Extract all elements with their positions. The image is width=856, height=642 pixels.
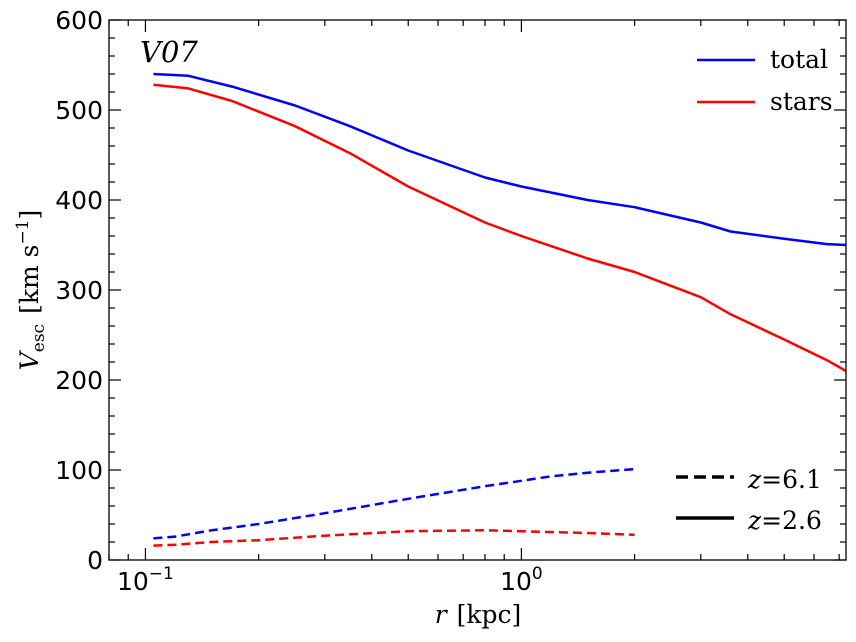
legend-z61-eq: =: [761, 465, 782, 494]
y-tick-label: 400: [55, 186, 103, 215]
y-axis-unit-exponent: −1: [13, 219, 33, 244]
legend-components: total stars: [697, 45, 833, 116]
series-stars-z26: [153, 83, 847, 373]
y-tick-label: 600: [55, 6, 103, 35]
y-axis-variable: V: [15, 349, 44, 370]
x-tick-labels: 10−1 100: [117, 564, 543, 596]
legend-z61-label: z=6.1: [747, 465, 822, 494]
legend-redshift: z=6.1 z=2.6: [676, 465, 822, 535]
series-stars-z61: [153, 529, 635, 547]
x-axis-unit: [kpc]: [457, 600, 522, 629]
y-axis-label: Vesc [km s−1]: [13, 210, 49, 371]
y-tick-labels: 0 100 200 300 400 500 600: [55, 6, 103, 575]
y-tick-label: 500: [55, 96, 103, 125]
legend-z26-label: z=2.6: [747, 506, 822, 535]
y-tick-label: 0: [87, 546, 103, 575]
y-axis-subscript: esc: [29, 324, 49, 352]
y-axis-unit: [km s: [15, 245, 44, 314]
legend-total-label: total: [770, 45, 828, 74]
x-tick-label: 10−1: [117, 564, 174, 596]
y-axis-unit-close: ]: [15, 210, 44, 220]
legend-stars-label: stars: [770, 87, 833, 116]
panel-label: V07: [140, 35, 198, 69]
y-tick-label: 200: [55, 366, 103, 395]
x-tick-label: 100: [500, 564, 543, 596]
legend-z61-var: z: [747, 465, 762, 494]
y-tick-label: 100: [55, 456, 103, 485]
legend-z61-value: 6.1: [782, 465, 822, 494]
x-axis-variable: r: [435, 600, 449, 629]
plot-frame: [108, 19, 847, 561]
x-axis-label: r [kpc]: [435, 600, 522, 629]
legend-z26-eq: =: [761, 506, 782, 535]
y-tick-label: 300: [55, 276, 103, 305]
series-lines: [153, 72, 847, 547]
legend-z26-var: z: [747, 506, 762, 535]
legend-z26-value: 2.6: [782, 506, 822, 535]
series-total-z61: [153, 467, 635, 540]
series-total-z26: [153, 72, 847, 247]
